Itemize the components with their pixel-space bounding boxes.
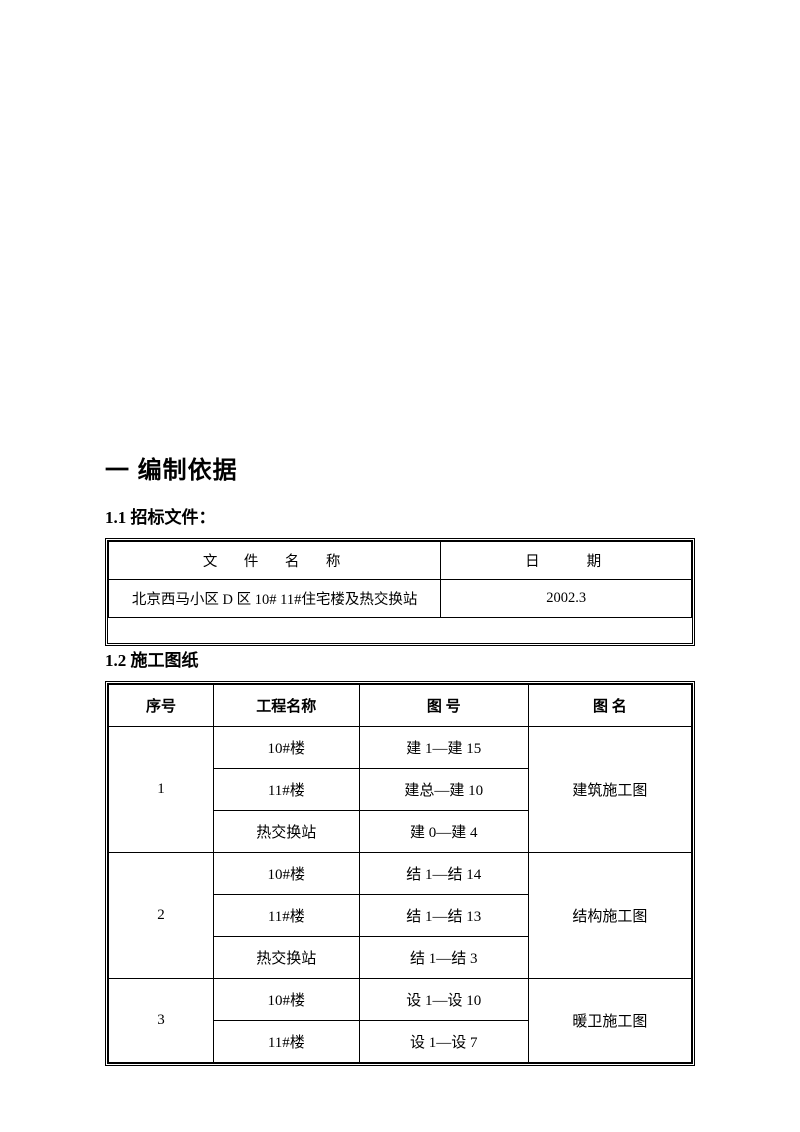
table-1-h2: 日 期 [441,542,692,580]
table-2-header: 序号 工程名称 图 号 图 名 [109,685,692,727]
table-2: 序号 工程名称 图 号 图 名 1 10#楼 建 1—建 15 建筑施工图 11… [108,684,692,1063]
table-1-header: 文 件 名 称 日 期 [109,542,692,580]
seq-1: 1 [109,727,214,853]
table-1-r1c1: 北京西马小区 D 区 10# 11#住宅楼及热交换站 [109,580,441,618]
seq-3: 3 [109,979,214,1063]
g2-drawing: 结构施工图 [528,853,691,979]
seq-2: 2 [109,853,214,979]
table-row: 2 10#楼 结 1—结 14 结构施工图 [109,853,692,895]
g1r3-name: 热交换站 [213,811,359,853]
th-seq: 序号 [109,685,214,727]
table-2-wrap: 序号 工程名称 图 号 图 名 1 10#楼 建 1—建 15 建筑施工图 11… [105,681,695,1066]
g2r2-name: 11#楼 [213,895,359,937]
g2r3-num: 结 1—结 3 [359,937,528,979]
table-1-h1: 文 件 名 称 [109,542,441,580]
g1-drawing: 建筑施工图 [528,727,691,853]
th-num: 图 号 [359,685,528,727]
table-1-r1c2: 2002.3 [441,580,692,618]
table-row: 3 10#楼 设 1—设 10 暖卫施工图 [109,979,692,1021]
heading-1: 一 编制依据 [105,450,695,485]
table-1-row: 北京西马小区 D 区 10# 11#住宅楼及热交换站 2002.3 [109,580,692,618]
table-1: 文 件 名 称 日 期 北京西马小区 D 区 10# 11#住宅楼及热交换站 2… [108,541,692,618]
g3r1-name: 10#楼 [213,979,359,1021]
g2r1-name: 10#楼 [213,853,359,895]
table-1-wrap: 文 件 名 称 日 期 北京西马小区 D 区 10# 11#住宅楼及热交换站 2… [105,538,695,646]
g3-drawing: 暖卫施工图 [528,979,691,1063]
g3r2-name: 11#楼 [213,1021,359,1063]
page-content: 一 编制依据 1.1 招标文件： 文 件 名 称 日 期 北京西马小区 D 区 … [0,0,800,1066]
g1r1-num: 建 1—建 15 [359,727,528,769]
th-name: 工程名称 [213,685,359,727]
th-draw: 图 名 [528,685,691,727]
g2r2-num: 结 1—结 13 [359,895,528,937]
g1r1-name: 10#楼 [213,727,359,769]
g1r3-num: 建 0—建 4 [359,811,528,853]
section-2-title: 1.2 施工图纸 [105,646,695,671]
g3r1-num: 设 1—设 10 [359,979,528,1021]
g3r2-num: 设 1—设 7 [359,1021,528,1063]
g1r2-name: 11#楼 [213,769,359,811]
g1r2-num: 建总—建 10 [359,769,528,811]
table-row: 1 10#楼 建 1—建 15 建筑施工图 [109,727,692,769]
g2r1-num: 结 1—结 14 [359,853,528,895]
section-1-title: 1.1 招标文件： [105,503,695,528]
g2r3-name: 热交换站 [213,937,359,979]
